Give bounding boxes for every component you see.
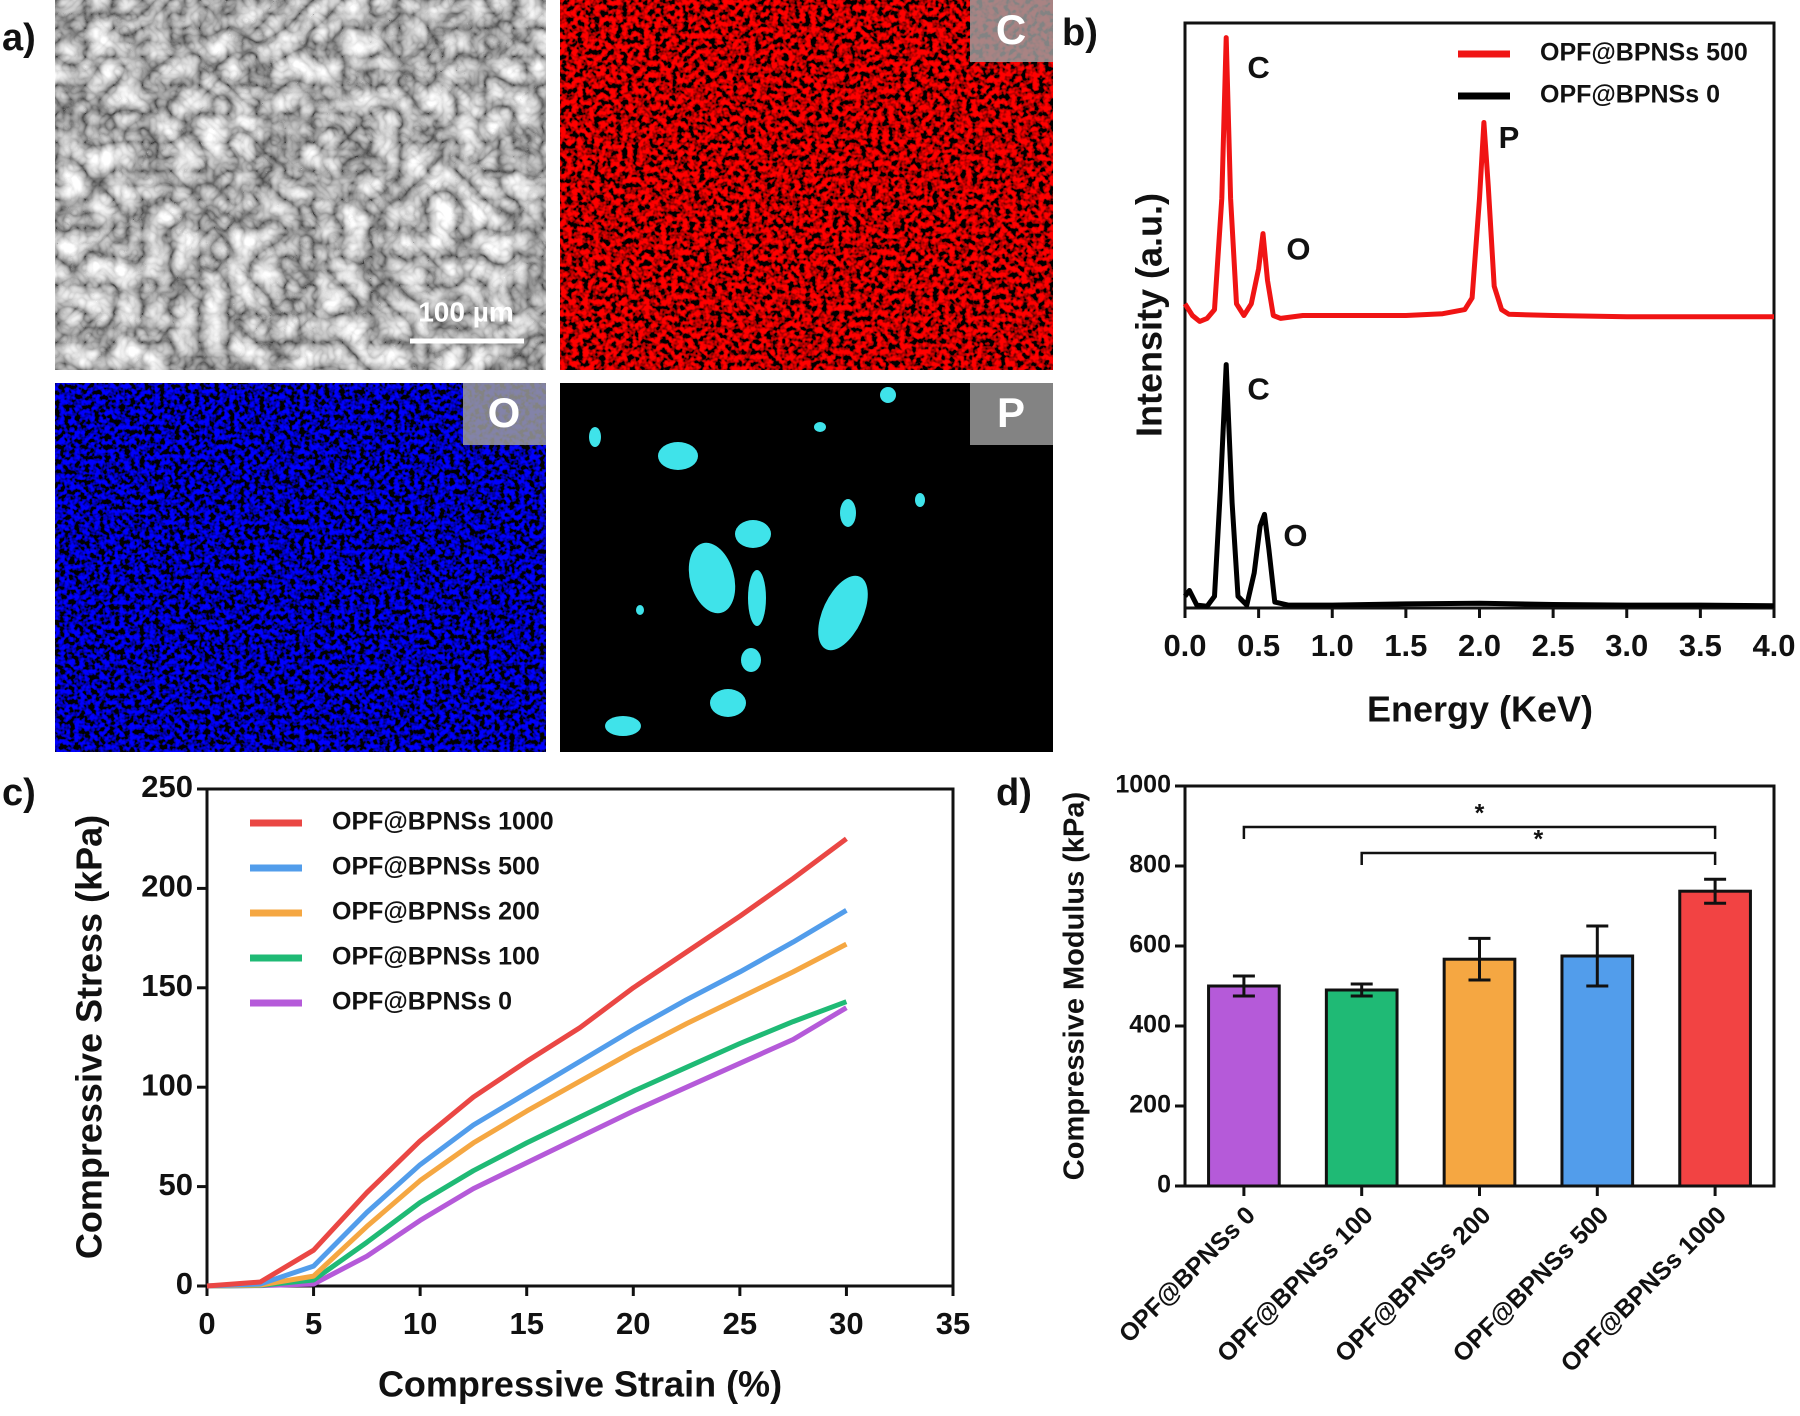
y-axis-title: Intensity (a.u.)	[1129, 193, 1170, 437]
bar	[1207, 984, 1281, 1188]
element-label: O	[488, 389, 521, 436]
peak-label: O	[1283, 518, 1307, 553]
y-tick-label: 600	[1129, 931, 1171, 959]
x-tick-label: 0	[198, 1306, 215, 1341]
y-tick-label: 150	[141, 968, 193, 1003]
x-tick-label: 0.5	[1237, 628, 1280, 663]
x-tick-label: 1.5	[1384, 628, 1427, 663]
x-tick-label: 0.0	[1163, 628, 1206, 663]
y-tick-label: 400	[1129, 1011, 1171, 1039]
sem-image	[55, 0, 546, 370]
legend-label: OPF@BPNSs 200	[332, 898, 540, 926]
plot-frame	[205, 787, 955, 1288]
x-tick-label: 30	[829, 1306, 863, 1341]
panel-label: b)	[1062, 12, 1098, 54]
stress-curve	[206, 941, 848, 1289]
x-tick-label: 10	[403, 1306, 437, 1341]
peak-label: C	[1247, 372, 1269, 407]
y-tick-label: 200	[141, 869, 193, 904]
legend-label: OPF@BPNSs 0	[332, 988, 512, 1016]
significance-bracket	[1360, 851, 1717, 865]
peak-label: O	[1286, 231, 1310, 266]
panel-label: d)	[996, 772, 1032, 814]
bar	[1678, 889, 1752, 1188]
element-label: C	[996, 6, 1026, 53]
x-tick-label: 3.5	[1679, 628, 1722, 663]
y-axis-title: Compressive Stress (kPa)	[69, 815, 110, 1259]
x-tick-label: 4.0	[1752, 628, 1795, 663]
x-tick-label: 35	[936, 1306, 970, 1341]
x-tick-label: 5	[305, 1306, 322, 1341]
spectrum-line	[1182, 35, 1774, 324]
y-tick-label: 250	[141, 769, 193, 804]
x-tick-label: 3.0	[1605, 628, 1648, 663]
legend-label: OPF@BPNSs 0	[1540, 81, 1720, 109]
peak-label: P	[1499, 120, 1520, 155]
phosphorus-clusters	[589, 387, 925, 736]
legend-label: OPF@BPNSs 500	[1540, 39, 1748, 67]
x-axis-title: Compressive Strain (%)	[378, 1364, 782, 1405]
significance-label: *	[1534, 826, 1544, 854]
x-tick-label: 2.0	[1458, 628, 1501, 663]
label-box	[970, 0, 1053, 62]
x-tick-label: 2.5	[1532, 628, 1575, 663]
y-tick-label: 800	[1129, 851, 1171, 879]
y-axis-title: Compressive Modulus (kPa)	[1059, 792, 1091, 1180]
x-tick-label: 25	[723, 1306, 757, 1341]
significance-bracket	[1242, 825, 1717, 839]
stress-curve	[206, 1005, 848, 1289]
bar	[1442, 957, 1517, 1188]
y-tick-label: 100	[141, 1067, 193, 1102]
x-tick-label: 1.0	[1311, 628, 1354, 663]
bar	[1324, 988, 1399, 1188]
y-tick-label: 200	[1129, 1091, 1171, 1119]
significance-label: *	[1475, 800, 1485, 828]
stress-curve	[206, 999, 848, 1289]
y-tick-label: 0	[176, 1266, 193, 1301]
scale-bar-label: 100 µm	[418, 296, 514, 327]
x-tick-label: 15	[509, 1306, 543, 1341]
spectrum-line	[1183, 362, 1775, 609]
x-tick-label: 20	[616, 1306, 650, 1341]
legend-label: OPF@BPNSs 500	[332, 853, 540, 881]
legend-label: OPF@BPNSs 1000	[332, 808, 554, 836]
peak-label: C	[1247, 50, 1269, 85]
stress-curve	[206, 908, 848, 1289]
panel-label: c)	[2, 772, 36, 814]
panel-label: a)	[2, 17, 36, 59]
label-box	[970, 383, 1053, 445]
y-tick-label: 1000	[1115, 771, 1171, 799]
legend-label: OPF@BPNSs 100	[332, 943, 540, 971]
label-box	[463, 383, 546, 445]
element-label: P	[997, 389, 1025, 436]
y-tick-label: 50	[159, 1167, 193, 1202]
x-axis-title: Energy (KeV)	[1367, 689, 1593, 730]
bar	[1560, 954, 1635, 1188]
y-tick-label: 0	[1157, 1171, 1171, 1199]
stress-curve	[206, 836, 848, 1289]
